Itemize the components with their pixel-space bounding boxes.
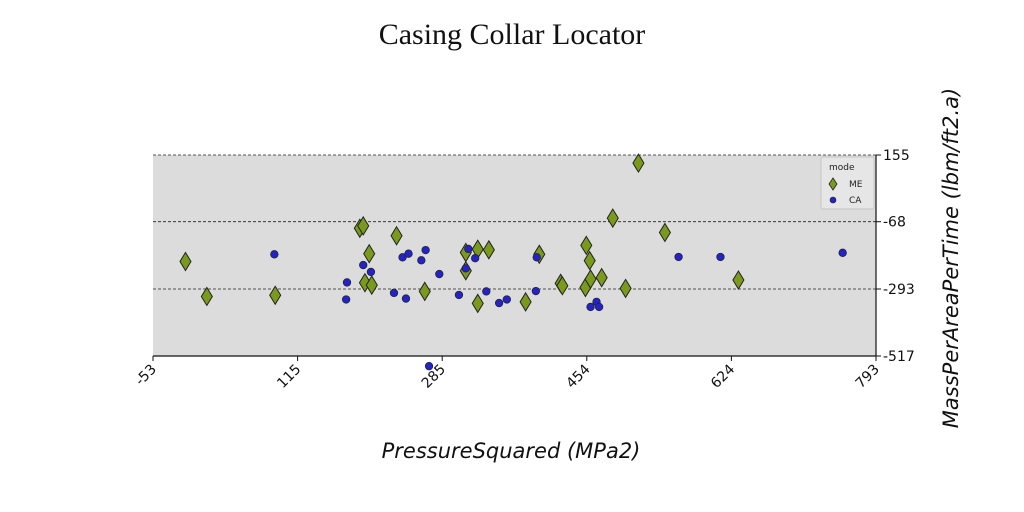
me-point	[365, 275, 378, 296]
ca-point	[401, 294, 411, 303]
y-axis-ticks: 155 -68 -293 -517	[876, 148, 915, 365]
series-ca	[270, 244, 847, 371]
me-point	[732, 270, 745, 290]
plot-area	[153, 153, 877, 371]
y-tick-label: -68	[883, 215, 906, 231]
legend-box	[820, 156, 875, 210]
ca-point	[464, 244, 473, 254]
me-point	[595, 267, 608, 288]
legend-title: mode	[829, 163, 855, 173]
x-tick-label: 285	[419, 362, 449, 392]
ca-point	[366, 267, 376, 277]
legend: mode ME CA	[820, 156, 875, 210]
me-point	[363, 243, 376, 264]
ca-point	[435, 269, 444, 279]
ca-point	[404, 249, 413, 258]
ca-point	[421, 245, 430, 255]
me-point	[482, 239, 495, 260]
ca-point	[359, 260, 368, 270]
ca-point	[270, 250, 279, 259]
me-point	[606, 208, 619, 229]
me-point	[619, 278, 632, 299]
chart-title: Casing Collar Locator	[379, 18, 646, 51]
me-point	[658, 222, 671, 243]
ca-point	[494, 298, 504, 308]
x-tick-label: 115	[274, 362, 304, 392]
ca-point	[424, 362, 434, 371]
legend-label-ca: CA	[849, 196, 862, 206]
ca-point	[716, 252, 725, 262]
x-tick-label: 454	[563, 361, 593, 391]
me-point	[357, 215, 370, 236]
me-point	[632, 153, 645, 174]
legend-marker-ca	[829, 196, 837, 204]
x-tick-label: 624	[708, 361, 738, 391]
me-point	[580, 235, 593, 256]
y-tick-label: -293	[883, 282, 915, 298]
me-point	[390, 225, 403, 246]
x-tick-label: 793	[853, 362, 883, 392]
me-point	[418, 281, 431, 302]
ca-point	[586, 302, 595, 312]
me-point	[269, 285, 282, 306]
legend-label-me: ME	[849, 180, 863, 190]
ca-point	[454, 290, 464, 300]
ca-point	[398, 253, 407, 262]
ca-point	[341, 295, 351, 304]
ca-point	[502, 295, 511, 304]
me-point	[519, 291, 532, 312]
legend-marker-me	[828, 177, 838, 191]
ca-point	[342, 278, 352, 287]
ca-point	[674, 252, 683, 262]
y-axis-label: MassPerAreaPerTime (lbm/ft2.a)	[939, 88, 963, 428]
me-point	[179, 251, 192, 272]
x-tick-label: -53	[132, 362, 159, 389]
me-point	[471, 293, 484, 314]
ca-point	[838, 248, 847, 257]
ca-point	[461, 264, 470, 273]
ca-point	[532, 253, 541, 262]
ca-point	[531, 286, 541, 296]
x-axis-ticks: -53 115 285 454 624 793	[132, 356, 883, 392]
plot-background	[153, 155, 876, 356]
y-tick-label: 155	[883, 148, 910, 164]
y-tick-label: -517	[883, 349, 915, 365]
me-point	[556, 275, 569, 296]
me-point	[200, 286, 213, 307]
ca-point	[471, 254, 480, 263]
x-axis-label: PressureSquared (MPa2)	[382, 439, 641, 463]
me-point	[584, 269, 597, 290]
ca-point	[389, 288, 399, 298]
me-point	[583, 250, 596, 271]
ca-point	[417, 256, 426, 265]
ca-point	[594, 302, 604, 312]
ca-point	[482, 287, 491, 296]
